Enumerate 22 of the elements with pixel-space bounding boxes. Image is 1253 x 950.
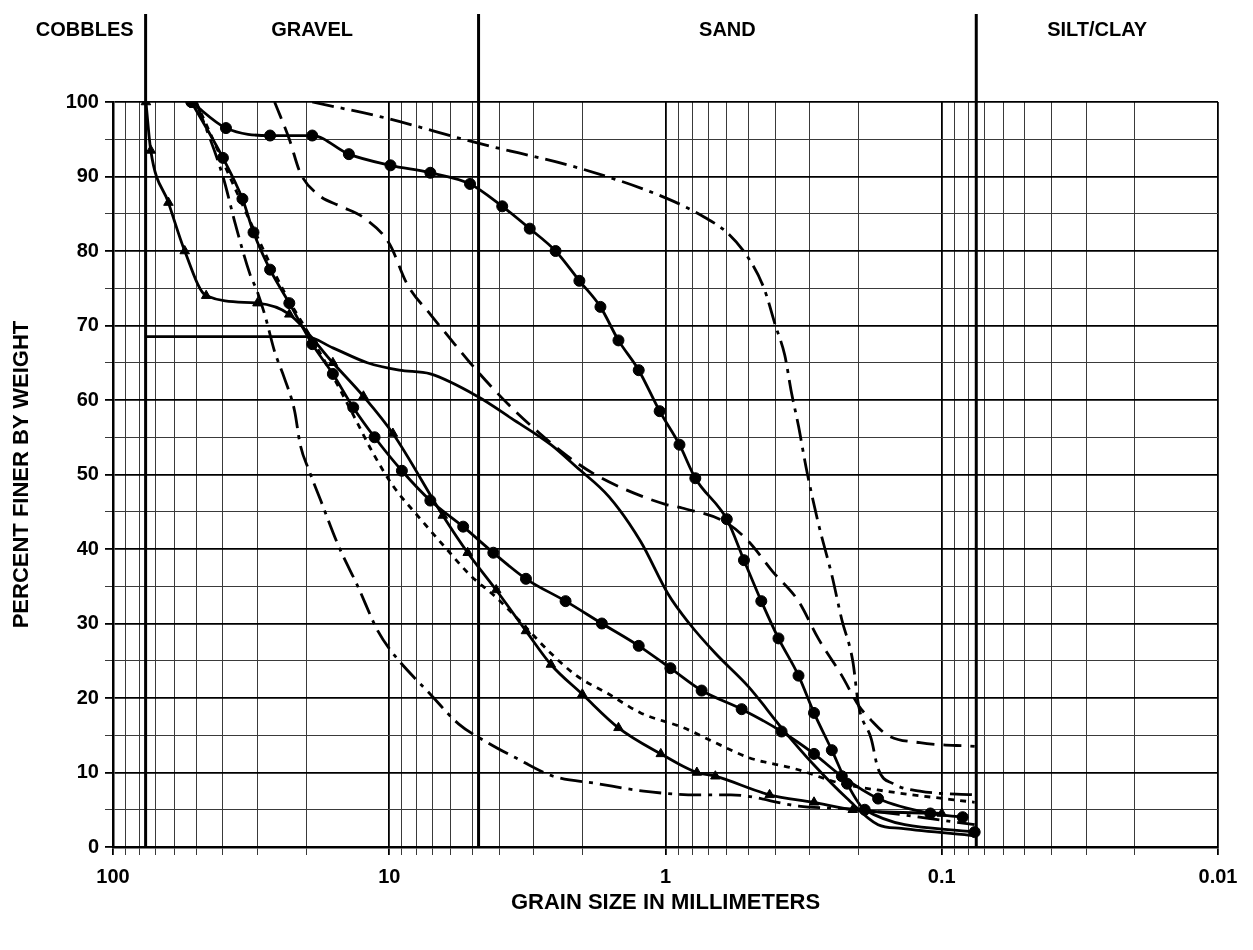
y-tick-label: 90 <box>76 164 99 187</box>
y-tick-label: 10 <box>76 760 99 783</box>
y-tick-label: 100 <box>65 89 99 112</box>
y-tick-label: 60 <box>76 387 99 410</box>
x-tick-label: 1 <box>659 864 672 887</box>
text: SAND <box>699 17 756 40</box>
x-tick-label: 0.01 <box>1198 864 1238 887</box>
x-tick-label: 10 <box>378 864 401 887</box>
y-tick-label: 40 <box>76 536 99 559</box>
text: COBBLES <box>35 17 134 40</box>
y-tick-label: 50 <box>76 462 99 485</box>
y-axis-title: PERCENT FINER BY WEIGHT <box>8 320 34 629</box>
text: GRAVEL <box>271 17 354 40</box>
y-tick-label: 30 <box>76 611 99 634</box>
y-tick-label: 70 <box>76 313 99 336</box>
x-axis-title: GRAIN SIZE IN MILLIMETERS <box>510 888 821 914</box>
x-tick-label: 100 <box>96 864 130 887</box>
y-tick-label: 0 <box>87 834 99 857</box>
y-tick-label: 20 <box>76 685 99 708</box>
y-tick-label: 80 <box>76 238 99 261</box>
x-tick-label: 0.1 <box>927 864 956 887</box>
text: SILT/CLAY <box>1047 17 1148 40</box>
